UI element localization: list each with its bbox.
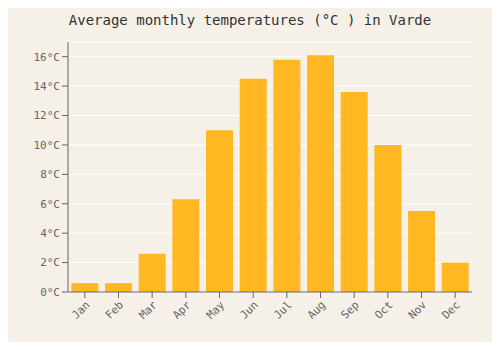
svg-text:Sep: Sep bbox=[339, 298, 362, 321]
svg-text:Jan: Jan bbox=[69, 298, 92, 321]
svg-text:Jul: Jul bbox=[271, 298, 294, 321]
svg-text:Jun: Jun bbox=[238, 298, 261, 321]
svg-text:6°C: 6°C bbox=[40, 198, 60, 211]
svg-text:Nov: Nov bbox=[406, 298, 430, 322]
svg-text:Aug: Aug bbox=[305, 298, 328, 321]
svg-text:Dec: Dec bbox=[440, 298, 463, 321]
html-text:Average monthly temperatures (: Average monthly temperatures (°C ) in Va… bbox=[68, 12, 432, 28]
svg-text:Apr: Apr bbox=[170, 298, 194, 322]
svg-text:8°C: 8°C bbox=[40, 168, 60, 181]
svg-text:Oct: Oct bbox=[372, 298, 395, 321]
svg-text:Feb: Feb bbox=[103, 298, 126, 321]
svg-text:2°C: 2°C bbox=[40, 256, 60, 269]
svg-text:10°C: 10°C bbox=[34, 139, 61, 152]
svg-text:0°C: 0°C bbox=[40, 286, 60, 299]
svg-text:12°C: 12°C bbox=[34, 109, 61, 122]
svg-text:May: May bbox=[204, 298, 228, 322]
svg-text:4°C: 4°C bbox=[40, 227, 60, 240]
svg-text:16°C: 16°C bbox=[34, 51, 61, 64]
svg-text:14°C: 14°C bbox=[34, 80, 61, 93]
svg-text:Mar: Mar bbox=[137, 298, 161, 322]
